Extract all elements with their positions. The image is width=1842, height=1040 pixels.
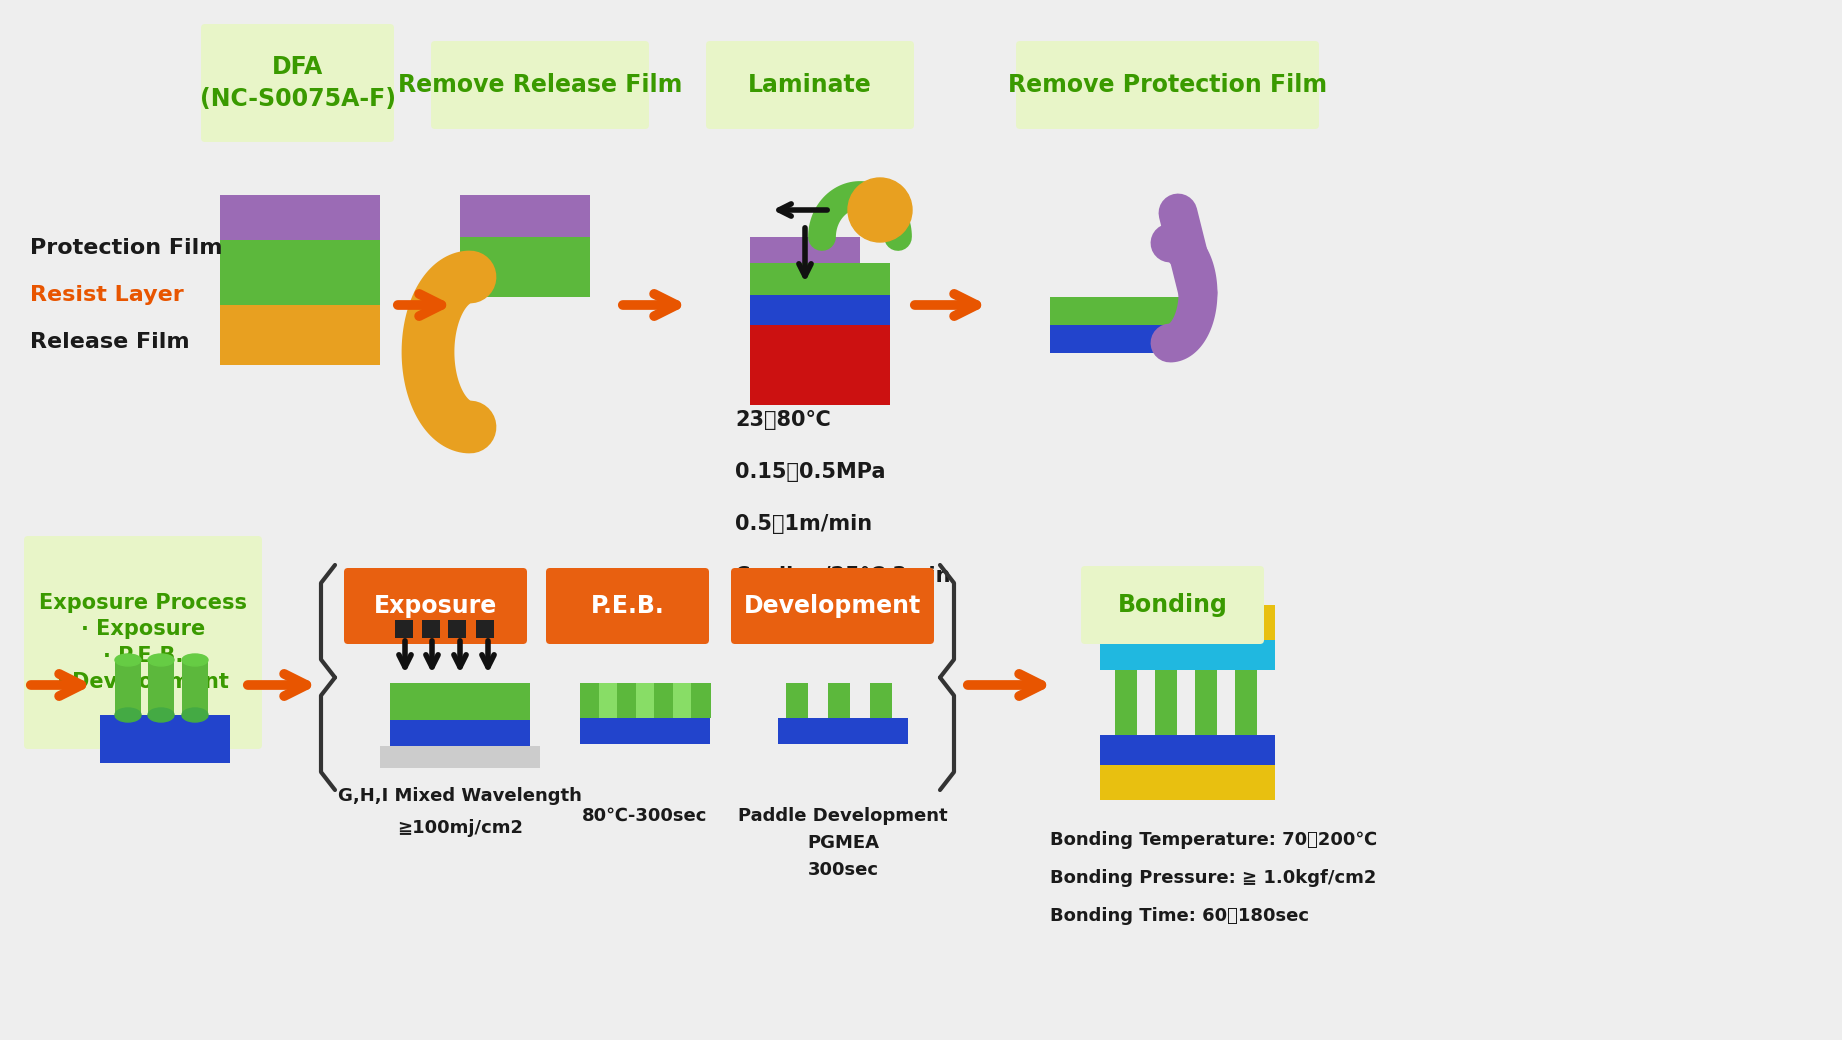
Bar bbox=[219, 196, 379, 240]
FancyBboxPatch shape bbox=[431, 41, 648, 129]
Bar bbox=[1100, 640, 1275, 670]
Bar bbox=[99, 716, 230, 763]
Bar bbox=[147, 660, 173, 718]
Bar bbox=[1050, 326, 1190, 353]
Bar bbox=[394, 620, 413, 638]
Text: Laminate: Laminate bbox=[748, 73, 871, 97]
Bar bbox=[580, 718, 709, 744]
Ellipse shape bbox=[182, 654, 208, 666]
FancyBboxPatch shape bbox=[24, 536, 262, 749]
Circle shape bbox=[847, 178, 912, 242]
Bar bbox=[580, 683, 600, 718]
Bar bbox=[1100, 735, 1275, 765]
Text: Protection Film: Protection Film bbox=[29, 238, 223, 258]
Text: Bonding Temperature: 70～200℃: Bonding Temperature: 70～200℃ bbox=[1050, 831, 1378, 849]
Ellipse shape bbox=[147, 708, 173, 722]
Bar bbox=[599, 683, 619, 718]
Bar bbox=[1050, 297, 1190, 326]
Text: 23～80℃: 23～80℃ bbox=[735, 410, 831, 430]
FancyBboxPatch shape bbox=[1017, 41, 1319, 129]
Text: Bonding Time: 60～180sec: Bonding Time: 60～180sec bbox=[1050, 907, 1310, 925]
Bar bbox=[829, 683, 849, 718]
FancyBboxPatch shape bbox=[705, 41, 914, 129]
Bar bbox=[114, 660, 142, 718]
FancyBboxPatch shape bbox=[1081, 566, 1264, 644]
Bar bbox=[391, 683, 530, 720]
Bar bbox=[475, 620, 494, 638]
Text: Development: Development bbox=[744, 594, 921, 618]
Bar bbox=[422, 620, 440, 638]
Text: 0.15～0.5MPa: 0.15～0.5MPa bbox=[735, 462, 886, 482]
Bar bbox=[1195, 670, 1218, 735]
Text: Bonding: Bonding bbox=[1118, 593, 1227, 617]
Bar bbox=[1114, 670, 1137, 735]
Text: Exposure: Exposure bbox=[374, 594, 497, 618]
Bar bbox=[869, 683, 892, 718]
Text: 300sec: 300sec bbox=[807, 861, 879, 879]
Text: Remove Release Film: Remove Release Film bbox=[398, 73, 682, 97]
Bar bbox=[617, 683, 637, 718]
Text: Paddle Development: Paddle Development bbox=[739, 807, 949, 825]
Bar bbox=[691, 683, 711, 718]
Text: 0.5～1m/min: 0.5～1m/min bbox=[735, 514, 871, 534]
Ellipse shape bbox=[182, 708, 208, 722]
Bar bbox=[750, 237, 860, 263]
Text: Cooling/25℃ 3min: Cooling/25℃ 3min bbox=[735, 566, 950, 586]
Text: Release Film: Release Film bbox=[29, 332, 190, 352]
Text: Exposure Process
· Exposure
· P.E.B.
· Development: Exposure Process · Exposure · P.E.B. · D… bbox=[39, 593, 247, 692]
Text: Bonding Pressure: ≧ 1.0kgf/cm2: Bonding Pressure: ≧ 1.0kgf/cm2 bbox=[1050, 869, 1376, 887]
Bar bbox=[1100, 605, 1275, 640]
FancyBboxPatch shape bbox=[545, 568, 709, 644]
Bar bbox=[379, 746, 540, 768]
FancyBboxPatch shape bbox=[731, 568, 934, 644]
Bar bbox=[448, 620, 466, 638]
FancyBboxPatch shape bbox=[344, 568, 527, 644]
Bar bbox=[750, 263, 890, 295]
Bar bbox=[777, 718, 908, 744]
Text: 80℃-300sec: 80℃-300sec bbox=[582, 807, 707, 825]
Bar bbox=[787, 683, 809, 718]
Text: DFA
(NC-S0075A-F): DFA (NC-S0075A-F) bbox=[199, 55, 396, 111]
Bar bbox=[182, 660, 208, 718]
Text: G,H,I Mixed Wavelength: G,H,I Mixed Wavelength bbox=[339, 787, 582, 805]
Text: ≧100mj/cm2: ≧100mj/cm2 bbox=[398, 820, 523, 837]
FancyBboxPatch shape bbox=[201, 24, 394, 142]
Text: PGMEA: PGMEA bbox=[807, 834, 879, 852]
Bar bbox=[219, 240, 379, 305]
Text: Resist Layer: Resist Layer bbox=[29, 285, 184, 305]
Bar bbox=[391, 720, 530, 746]
Ellipse shape bbox=[114, 654, 142, 666]
Text: Remove Protection Film: Remove Protection Film bbox=[1008, 73, 1326, 97]
Bar bbox=[460, 196, 589, 237]
Bar bbox=[1100, 765, 1275, 800]
Bar bbox=[654, 683, 674, 718]
Bar bbox=[460, 237, 589, 297]
Bar bbox=[750, 326, 890, 405]
Text: P.E.B.: P.E.B. bbox=[591, 594, 665, 618]
Ellipse shape bbox=[114, 708, 142, 722]
Bar bbox=[1155, 670, 1177, 735]
Bar bbox=[219, 305, 379, 365]
Bar bbox=[635, 683, 656, 718]
Bar bbox=[1234, 670, 1256, 735]
Bar bbox=[672, 683, 693, 718]
Ellipse shape bbox=[147, 654, 173, 666]
Bar bbox=[750, 295, 890, 326]
